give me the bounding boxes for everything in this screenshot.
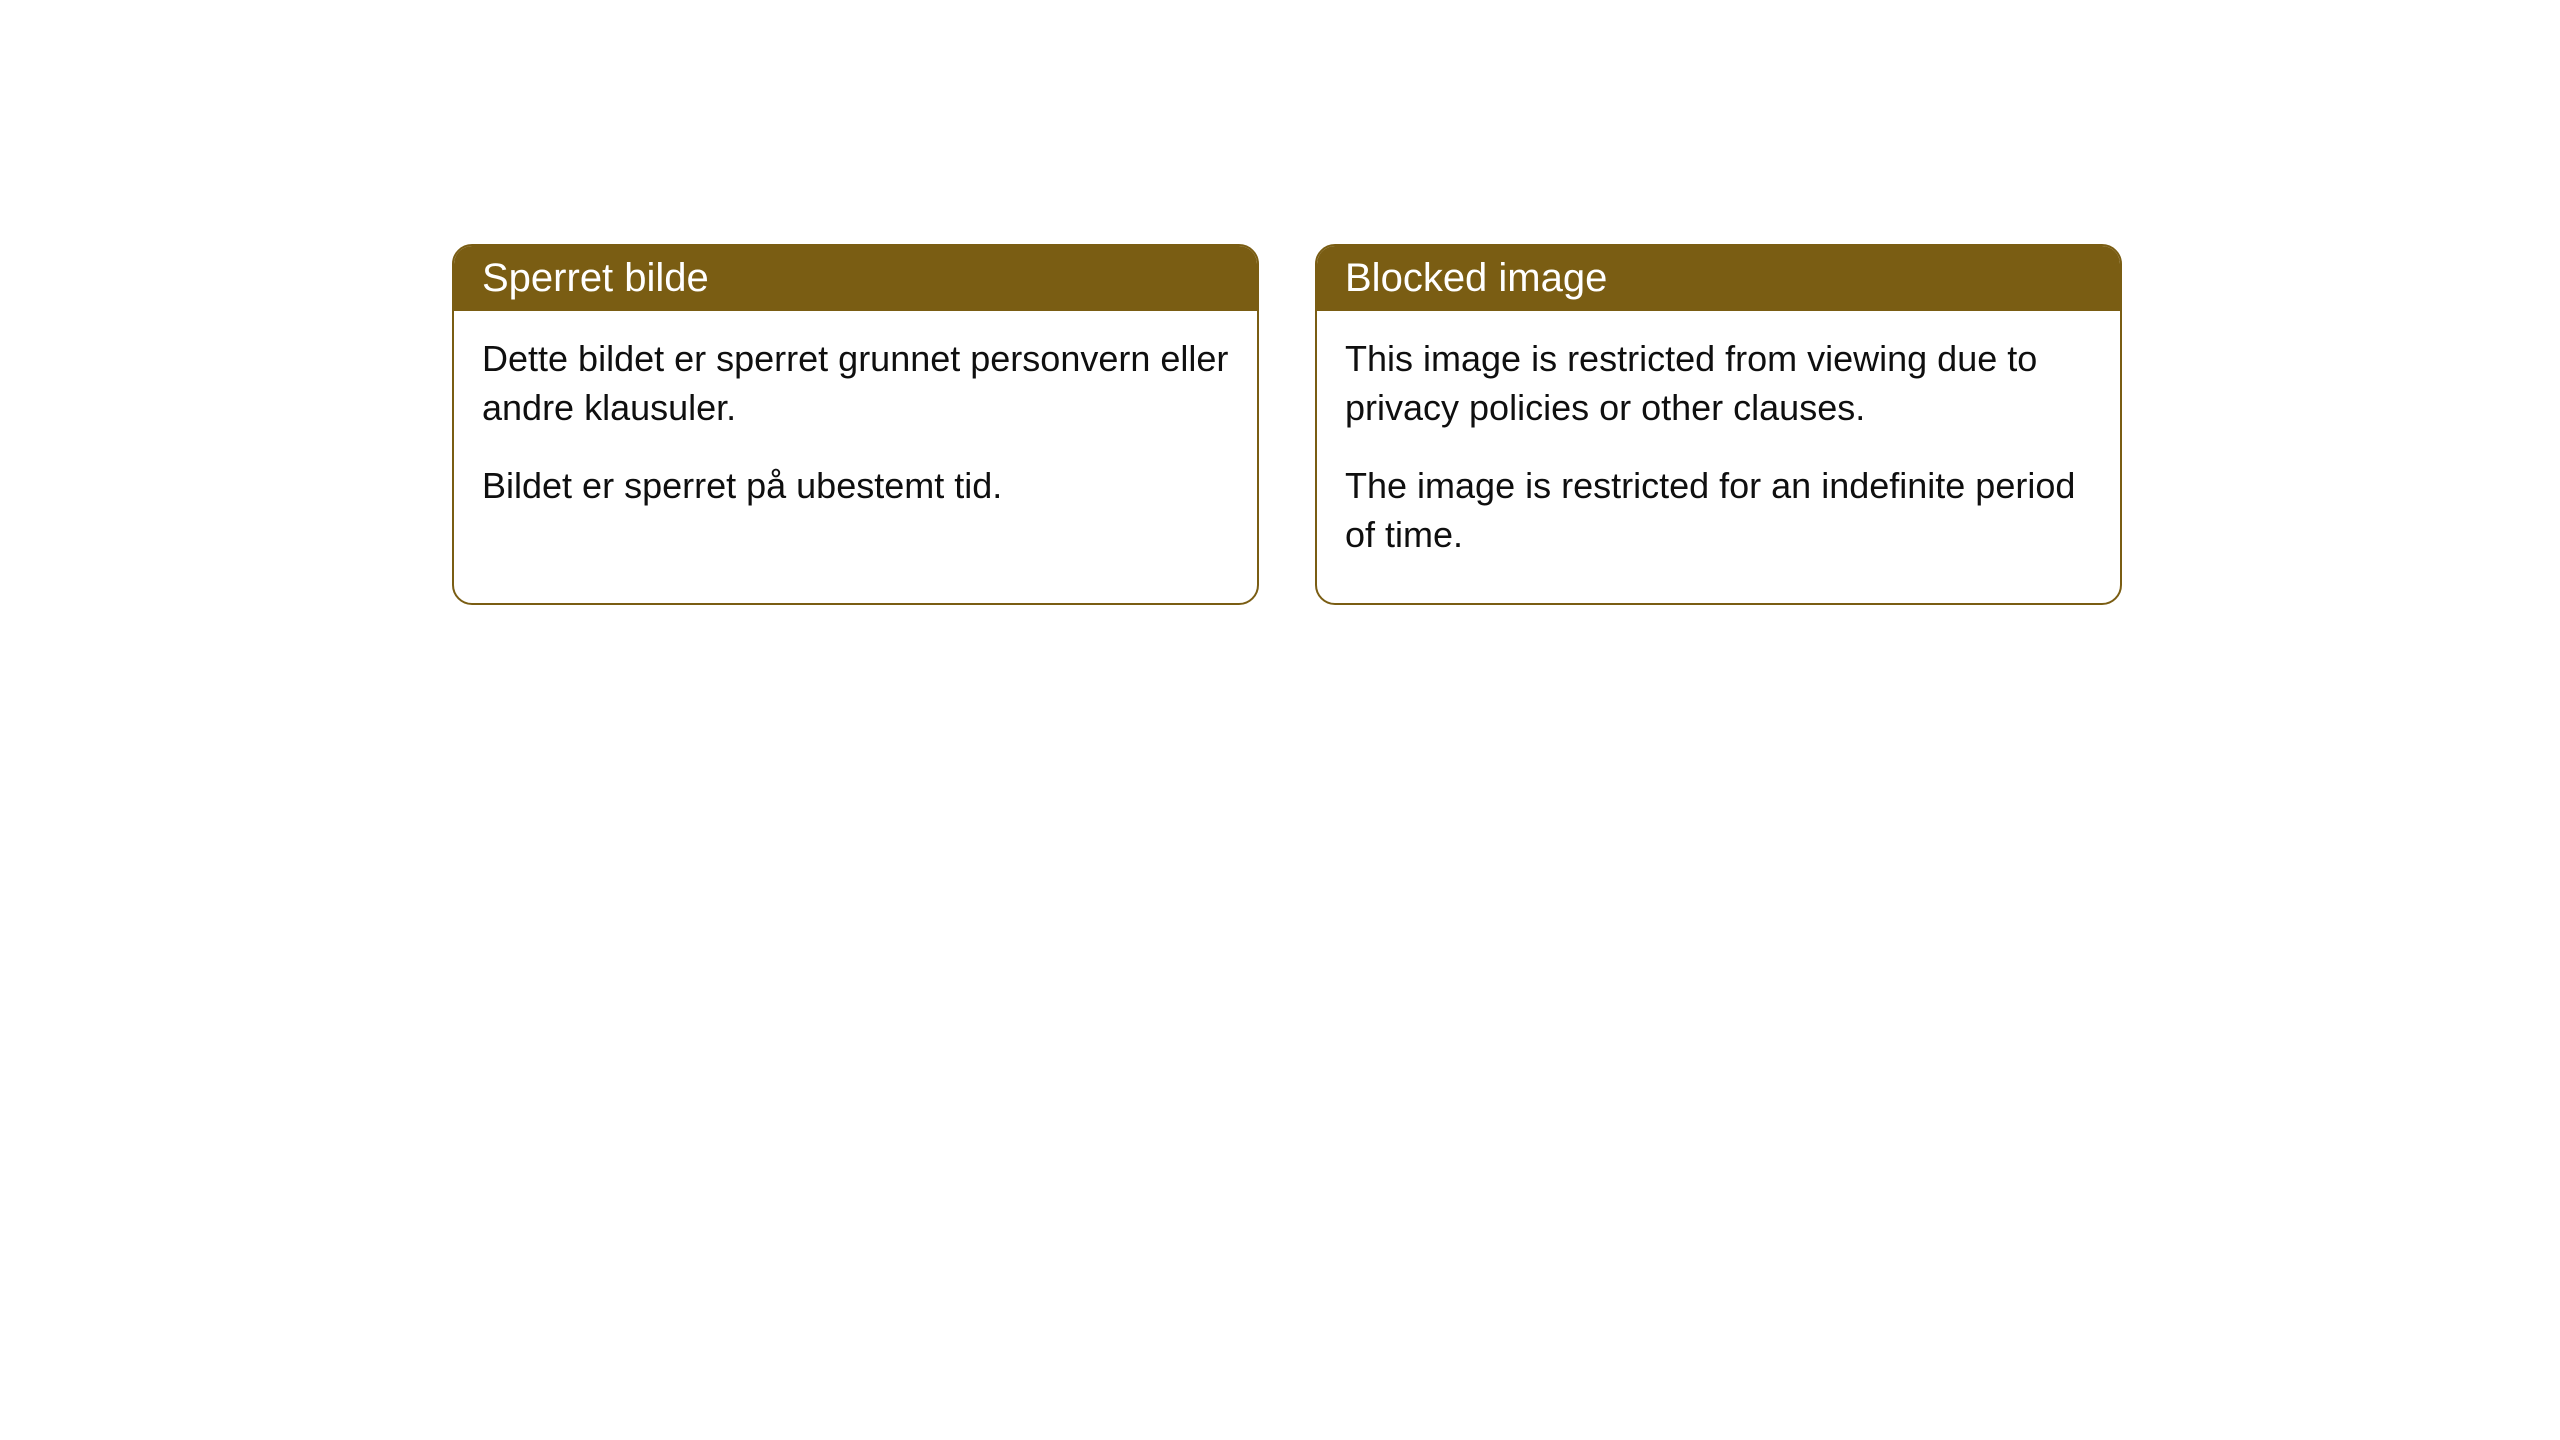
notice-cards-container: Sperret bilde Dette bildet er sperret gr… — [452, 244, 2122, 605]
card-paragraph-1-english: This image is restricted from viewing du… — [1345, 335, 2092, 432]
card-header-english: Blocked image — [1317, 246, 2120, 311]
blocked-image-card-norwegian: Sperret bilde Dette bildet er sperret gr… — [452, 244, 1259, 605]
card-paragraph-2-english: The image is restricted for an indefinit… — [1345, 462, 2092, 559]
card-header-norwegian: Sperret bilde — [454, 246, 1257, 311]
card-title-norwegian: Sperret bilde — [482, 256, 709, 300]
blocked-image-card-english: Blocked image This image is restricted f… — [1315, 244, 2122, 605]
card-paragraph-1-norwegian: Dette bildet er sperret grunnet personve… — [482, 335, 1229, 432]
card-body-norwegian: Dette bildet er sperret grunnet personve… — [454, 311, 1257, 555]
card-paragraph-2-norwegian: Bildet er sperret på ubestemt tid. — [482, 462, 1229, 511]
card-title-english: Blocked image — [1345, 256, 1607, 300]
card-body-english: This image is restricted from viewing du… — [1317, 311, 2120, 603]
